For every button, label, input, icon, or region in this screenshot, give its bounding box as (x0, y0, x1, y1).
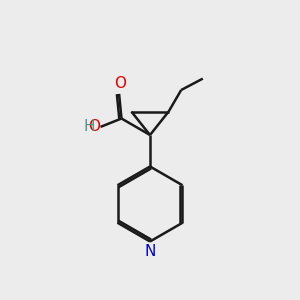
Text: O: O (114, 76, 126, 92)
Text: N: N (144, 244, 156, 259)
Text: O: O (88, 119, 100, 134)
Text: H: H (83, 119, 95, 134)
